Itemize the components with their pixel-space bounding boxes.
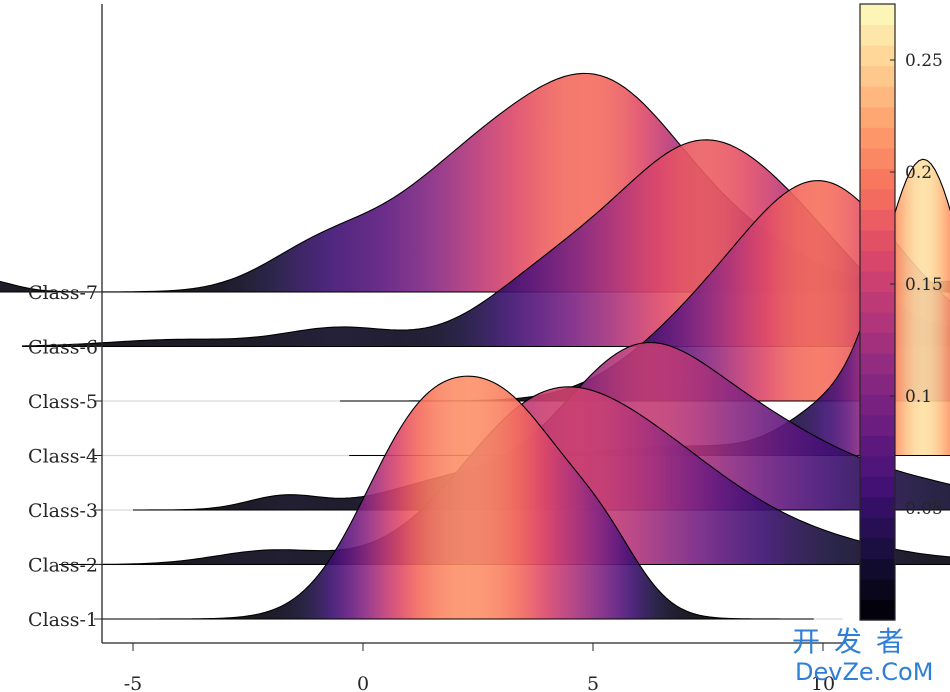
colorbar-band <box>860 414 895 436</box>
colorbar-band <box>860 578 895 601</box>
y-label-class-2: Class-2 <box>28 555 98 577</box>
colorbar-band <box>860 127 895 149</box>
colorbar-band <box>860 188 895 210</box>
colorbar-band <box>860 312 895 334</box>
colorbar-band <box>860 229 895 251</box>
watermark: 开发者 DevZe.CoM <box>792 625 933 686</box>
ridge-class-3 <box>132 341 950 511</box>
y-label-class-3: Class-3 <box>28 500 98 522</box>
x-tick-label-0: 0 <box>357 673 369 692</box>
colorbar-band <box>860 558 895 580</box>
colorbar-band <box>860 86 895 108</box>
colorbar-tick-label-4: 0.25 <box>905 51 943 71</box>
colorbar-band <box>860 168 895 190</box>
colorbar-band <box>860 291 895 313</box>
colorbar-band <box>860 599 895 621</box>
colorbar-band <box>860 496 895 518</box>
colorbar-tick-label-2: 0.15 <box>905 275 943 295</box>
colorbar-band <box>860 332 895 354</box>
x-ticks: -10-505101520 <box>124 643 835 692</box>
colorbar-band <box>860 106 895 128</box>
colorbar-tick-label-3: 0.2 <box>905 163 932 183</box>
colorbar-band <box>860 45 895 67</box>
colorbar-tick-label-0: 0.05 <box>905 499 943 519</box>
colorbar-frame <box>859 3 896 621</box>
colorbar-band <box>860 270 895 293</box>
ridge-class-1 <box>96 375 814 620</box>
colorbar-band <box>860 476 895 498</box>
x-tick-label-5: 5 <box>587 673 599 692</box>
colorbar-band <box>860 537 895 559</box>
watermark-chinese: 开发者 <box>792 625 918 658</box>
colorbar-band <box>860 250 895 272</box>
colorbar-band <box>860 65 895 87</box>
colorbar-band <box>860 373 895 395</box>
ridge-series <box>0 72 950 620</box>
colorbar-band <box>860 435 895 457</box>
y-label-class-6: Class-6 <box>28 337 98 359</box>
colorbar-band <box>860 147 895 169</box>
y-label-class-7: Class-7 <box>28 282 98 304</box>
axes <box>101 4 845 644</box>
y-tick-labels: Class-7 Class-6 Class-5 Class-4 Class-3 Class… <box>28 282 102 631</box>
watermark-latin: DevZe.CoM <box>795 658 933 686</box>
x-tick-label--5: -5 <box>124 673 143 692</box>
x-tick-label-10: 10 <box>811 673 835 692</box>
y-label-class-1: Class-1 <box>28 609 98 631</box>
colorbar-band <box>860 353 895 375</box>
colorbar-band <box>860 517 895 539</box>
colorbar-band <box>860 4 895 26</box>
colorbar: 0.05 0.1 0.15 0.2 0.25 <box>859 3 943 621</box>
colorbar-band <box>860 394 895 416</box>
colorbar-band <box>860 455 895 477</box>
y-label-class-5: Class-5 <box>28 391 98 413</box>
colorbar-band <box>860 24 895 46</box>
colorbar-band <box>860 209 895 231</box>
colorbar-tick-label-1: 0.1 <box>905 387 932 407</box>
y-label-class-4: Class-4 <box>28 446 98 468</box>
